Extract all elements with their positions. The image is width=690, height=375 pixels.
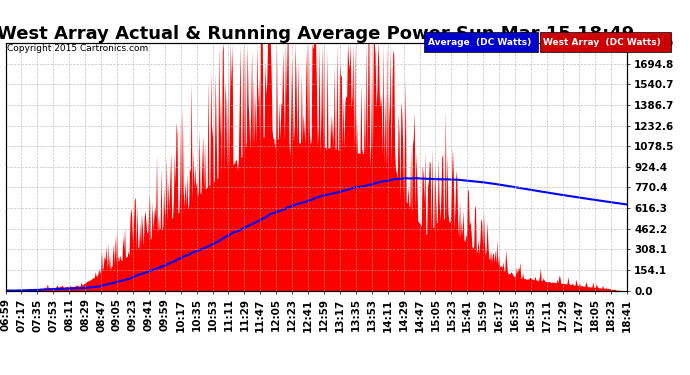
Text: West Array  (DC Watts): West Array (DC Watts) (543, 39, 661, 48)
Title: West Array Actual & Running Average Power Sun Mar 15 18:49: West Array Actual & Running Average Powe… (0, 25, 635, 43)
Text: Average  (DC Watts): Average (DC Watts) (428, 39, 531, 48)
Text: Copyright 2015 Cartronics.com: Copyright 2015 Cartronics.com (7, 44, 148, 52)
